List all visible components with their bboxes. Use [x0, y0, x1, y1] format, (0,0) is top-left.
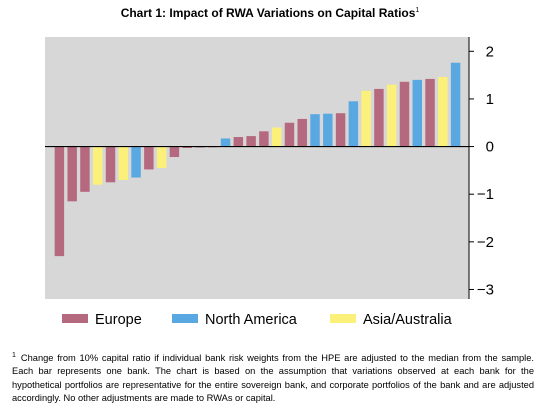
bar-asia-australia — [156, 146, 167, 168]
bar-north-america — [323, 113, 333, 147]
y-tick-label: 0 — [486, 139, 494, 156]
bar-north-america — [220, 138, 231, 147]
y-tick-label: −2 — [477, 234, 494, 251]
bar-north-america — [310, 114, 320, 147]
bar-europe — [259, 131, 269, 147]
bar-europe — [182, 146, 192, 148]
bar-europe — [246, 136, 256, 147]
legend: Europe North America Asia/Australia — [62, 312, 453, 328]
legend-swatch-asia-australia — [330, 314, 356, 323]
legend-swatch-north-america — [172, 314, 198, 323]
y-tick-label: 1 — [486, 91, 494, 108]
footnote: 1 Change from 10% capital ratio if indivi… — [12, 349, 534, 405]
legend-label: Asia/Australia — [363, 312, 453, 328]
footnote-marker: 1 — [12, 352, 16, 359]
bar-europe — [335, 113, 346, 147]
bar-north-america — [131, 146, 141, 178]
y-axis: 2 1 0 −1 −2 −3 — [468, 37, 494, 299]
bar-europe — [399, 81, 410, 147]
bar-north-america — [412, 79, 422, 147]
bar-europe — [169, 146, 180, 158]
chart-title: Chart 1: Impact of RWA Variations on Cap… — [0, 6, 540, 20]
bar-europe — [105, 146, 116, 183]
plot-area — [45, 37, 469, 299]
bar-europe — [425, 78, 435, 147]
bars — [54, 62, 461, 257]
legend-swatch-europe — [62, 314, 88, 323]
bar-europe — [80, 146, 90, 192]
bar-north-america — [348, 101, 359, 147]
bar-north-america — [450, 62, 461, 147]
footnote-text: Change from 10% capital ratio if individ… — [12, 353, 534, 403]
y-tick-label: −3 — [477, 281, 494, 298]
bar-asia-australia — [118, 146, 129, 180]
bar-europe — [54, 146, 65, 257]
bar-asia-australia — [361, 90, 371, 147]
legend-label: North America — [205, 312, 298, 328]
bar-asia-australia — [271, 127, 282, 147]
chart: 2 1 0 −1 −2 −3 Europe North America Asia/Austra… — [45, 37, 494, 328]
bar-europe — [144, 146, 154, 170]
bar-europe — [67, 146, 77, 202]
chart-title-text: Chart 1: Impact of RWA Variations on Cap… — [120, 6, 416, 20]
bar-asia-australia — [438, 77, 448, 147]
bar-europe — [374, 88, 384, 147]
bar-europe — [233, 137, 244, 147]
bar-asia-australia — [93, 146, 103, 185]
bar-europe — [297, 118, 307, 147]
bar-europe — [284, 122, 295, 147]
title-footnote-ref: 1 — [415, 7, 420, 14]
legend-label: Europe — [95, 312, 142, 328]
y-tick-label: −1 — [477, 186, 494, 203]
bar-asia-australia — [386, 84, 397, 147]
y-tick-label: 2 — [486, 43, 494, 60]
